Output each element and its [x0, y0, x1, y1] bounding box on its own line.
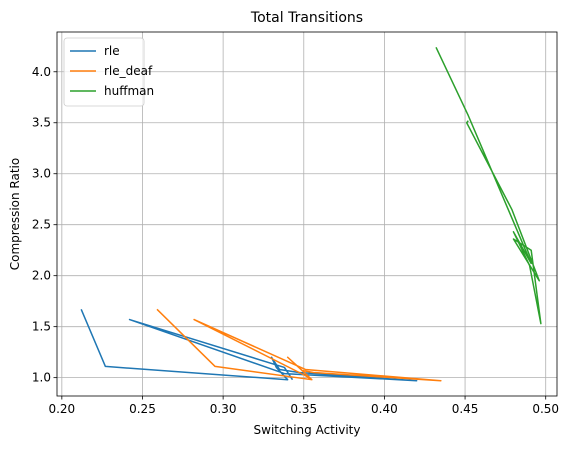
- legend-label-rle: rle: [104, 44, 120, 58]
- legend-label-huffman: huffman: [104, 84, 154, 98]
- x-tick-label: 0.35: [290, 402, 317, 416]
- series-line-rle-deaf: [156, 308, 442, 382]
- tick-marks: 0.20 0.25 0.30 0.35 0.40 0.45 0.50 1.0 1.5 2.0 2.5…: [32, 65, 559, 416]
- y-tick-label: 2.5: [32, 218, 51, 232]
- series-lines: [80, 46, 542, 382]
- y-tick-label: 4.0: [32, 65, 51, 79]
- x-tick-label: 0.50: [532, 402, 559, 416]
- y-tick-label: 2.0: [32, 269, 51, 283]
- axes: [56, 31, 558, 397]
- y-tick-label: 3.0: [32, 167, 51, 181]
- y-axis-label: Compression Ratio: [8, 158, 22, 271]
- series-line-huffman: [435, 46, 542, 325]
- x-tick-label: 0.30: [210, 402, 237, 416]
- x-axis-label: Switching Activity: [254, 423, 361, 437]
- chart-title: Total Transitions: [250, 10, 363, 26]
- series-line-rle: [80, 309, 418, 382]
- legend-box: [63, 37, 145, 107]
- y-tick-label: 1.0: [32, 371, 51, 385]
- x-tick-label: 0.20: [48, 402, 75, 416]
- grid-lines: [57, 32, 557, 396]
- legend-label-rle-deaf: rle_deaf: [104, 64, 153, 78]
- y-tick-label: 3.5: [32, 116, 51, 130]
- y-tick-label: 1.5: [32, 320, 51, 334]
- x-tick-label: 0.40: [371, 402, 398, 416]
- plot-frame: [56, 31, 558, 397]
- x-tick-label: 0.25: [129, 402, 156, 416]
- x-tick-label: 0.45: [452, 402, 479, 416]
